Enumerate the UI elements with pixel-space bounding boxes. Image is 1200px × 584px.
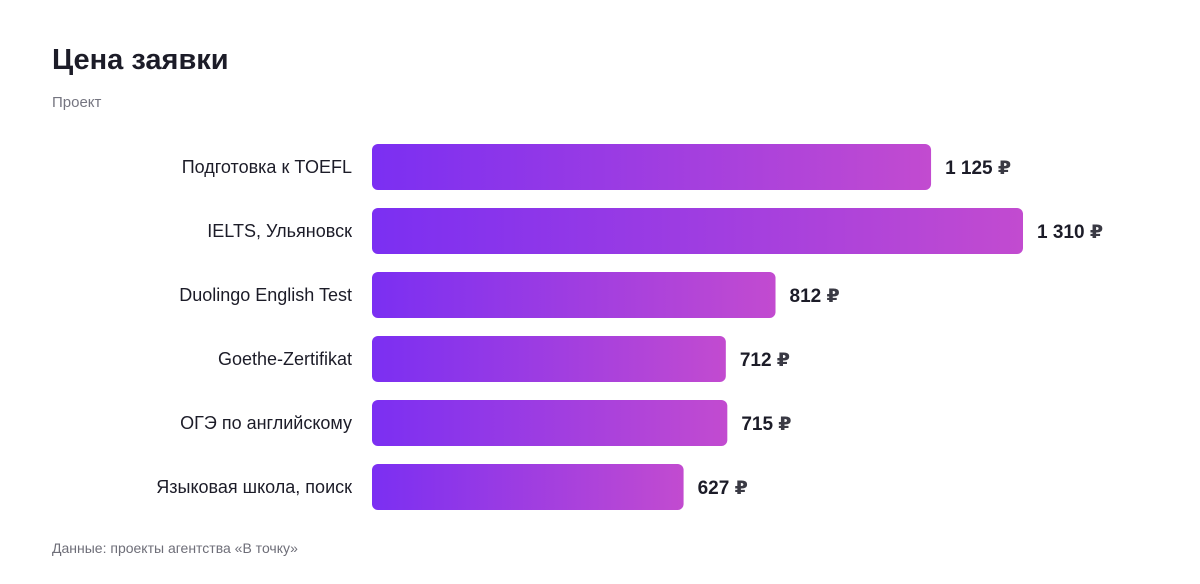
bar [372,144,932,190]
category-label: IELTS, Ульяновск [207,221,352,241]
category-label: Языковая школа, поиск [156,477,352,497]
bar [372,336,726,382]
value-label: 1 125 ₽ [945,158,1011,179]
currency-symbol: ₽ [777,350,790,371]
value-label: 712 ₽ [740,350,790,371]
currency-symbol: ₽ [1090,222,1103,243]
currency-symbol: ₽ [998,158,1011,179]
value-label: 1 310 ₽ [1037,222,1103,243]
currency-symbol: ₽ [827,286,840,307]
bar [372,272,776,318]
currency-symbol: ₽ [735,478,748,499]
currency-symbol: ₽ [778,414,791,435]
category-label: Подготовка к TOEFL [182,157,352,177]
source-footnote: Данные: проекты агентства «В точку» [52,540,298,556]
bars-layer: Подготовка к TOEFL 1 125 ₽ IELTS, Ульяновс… [156,144,1103,510]
category-label: ОГЭ по английскому [180,413,352,433]
chart-subtitle: Проект [52,94,102,111]
bar [372,400,728,446]
bar [372,208,1023,254]
value-label: 715 ₽ [741,414,791,435]
category-label: Goethe-Zertifikat [218,349,352,369]
value-label: 812 ₽ [790,286,840,307]
chart-title: Цена заявки [52,44,229,76]
bar [372,464,684,510]
category-label: Duolingo English Test [179,285,352,305]
value-label: 627 ₽ [698,478,748,499]
